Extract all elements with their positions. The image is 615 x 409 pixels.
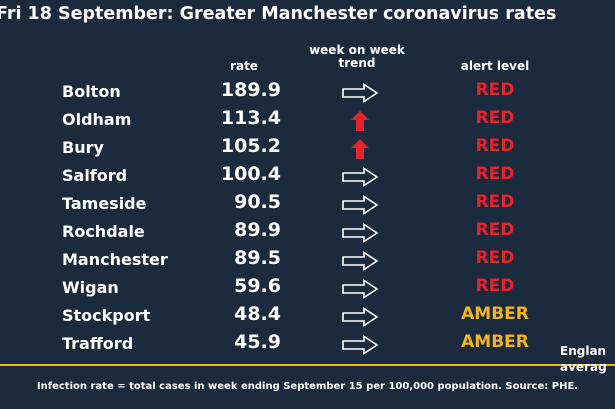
row-name: Manchester [62,250,168,269]
row-name: Bolton [62,82,121,101]
row-rate: 113.4 [220,107,281,129]
table-row: Rochdale 89.9 RED [0,219,615,247]
row-rate: 89.5 [234,247,281,269]
row-alert-level: AMBER [461,304,529,324]
arrow-right-outline-icon [340,251,380,271]
row-name: Tameside [62,194,147,213]
row-rate: 100.4 [220,163,281,185]
header-trend-line2: trend [338,56,376,70]
row-alert-level: RED [475,220,515,240]
arrow-right-outline-icon [340,195,380,215]
row-rate: 189.9 [220,79,281,101]
arrow-up-red-icon [340,139,380,159]
row-name: Trafford [62,334,134,353]
table-row: Manchester 89.5 RED [0,247,615,275]
row-alert-level: RED [475,80,515,100]
header-trend: week on week trend [292,44,422,70]
table-row: Salford 100.4 RED [0,163,615,191]
row-name: Oldham [62,110,132,129]
table-row: Trafford 45.9 AMBER [0,331,615,359]
england-average-label-line1: Englan [560,344,607,358]
arrow-right-outline-icon [340,83,380,103]
table-row: Wigan 59.6 RED [0,275,615,303]
row-alert-level: RED [475,164,515,184]
row-alert-level: RED [475,108,515,128]
arrow-right-outline-icon [340,307,380,327]
row-name: Salford [62,166,128,185]
header-rate: rate [230,59,258,73]
footnote: Infection rate = total cases in week end… [36,381,579,392]
england-average-label-line2: averag [560,360,607,374]
row-name: Rochdale [62,222,145,241]
header-trend-line1: week on week [309,43,405,57]
table-row: Tameside 90.5 RED [0,191,615,219]
arrow-right-outline-icon [340,279,380,299]
arrow-up-red-icon [340,111,380,131]
row-name: Stockport [62,306,151,325]
england-average-line [0,364,615,366]
table-row: Oldham 113.4 RED [0,107,615,135]
row-alert-level: RED [475,276,515,296]
page-title: Fri 18 September: Greater Manchester cor… [0,4,557,24]
row-rate: 105.2 [220,135,281,157]
row-rate: 45.9 [234,331,281,353]
arrow-right-outline-icon [340,335,380,355]
row-name: Bury [62,138,104,157]
row-rate: 48.4 [234,303,281,325]
row-alert-level: RED [475,192,515,212]
table-row: Bury 105.2 RED [0,135,615,163]
england-average-label: Englan averag [560,343,607,375]
arrow-right-outline-icon [340,223,380,243]
arrow-right-outline-icon [340,167,380,187]
row-rate: 90.5 [234,191,281,213]
row-rate: 89.9 [234,219,281,241]
row-name: Wigan [62,278,119,297]
row-alert-level: RED [475,136,515,156]
table-row: Bolton 189.9 RED [0,79,615,107]
row-alert-level: RED [475,248,515,268]
header-alert-level: alert level [460,59,530,73]
row-alert-level: AMBER [461,332,529,352]
row-rate: 59.6 [234,275,281,297]
table-row: Stockport 48.4 AMBER [0,303,615,331]
